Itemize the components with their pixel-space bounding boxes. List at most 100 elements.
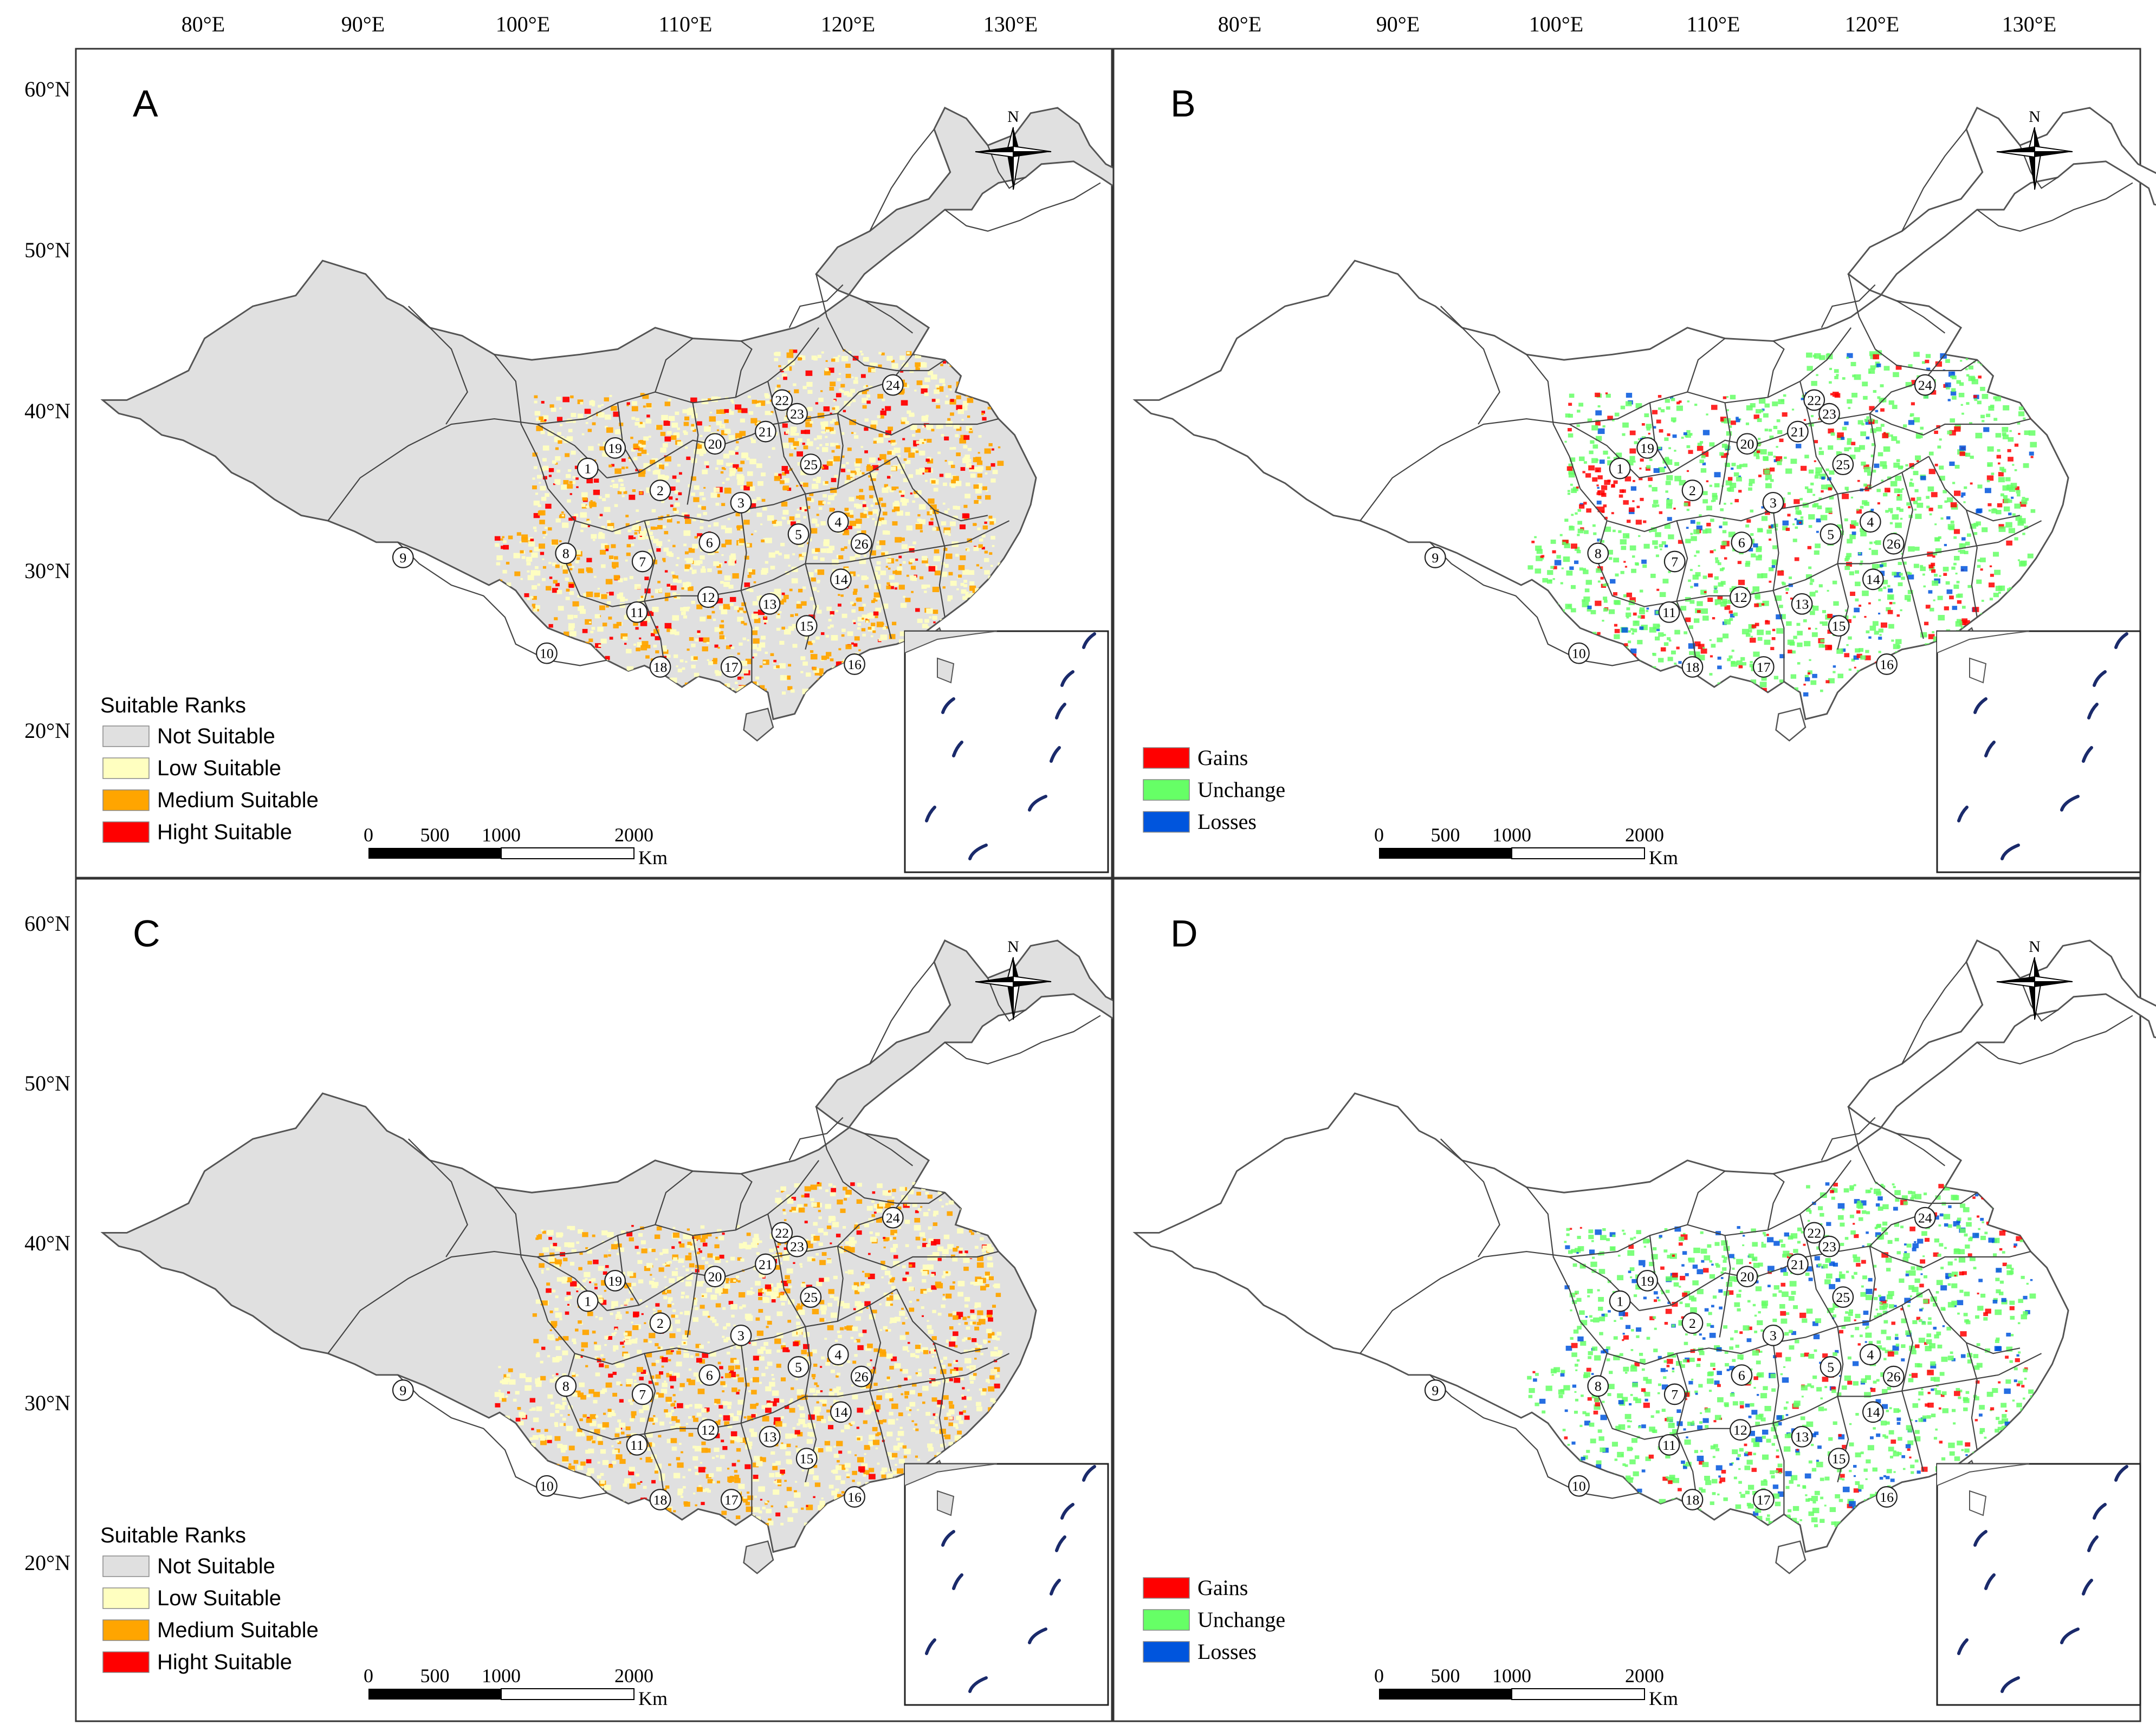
scale-tick: 1000 — [1492, 1665, 1531, 1687]
legend: Gains Unchange Losses — [1143, 745, 1285, 834]
province-number: 18 — [653, 659, 668, 675]
province-label-circle — [882, 374, 904, 396]
province-number: 19 — [1640, 440, 1654, 456]
province-label-circle — [631, 1383, 653, 1405]
nine-dash-segment — [2093, 670, 2107, 687]
province-label-circle — [830, 1401, 852, 1423]
province-label: 9 — [392, 547, 414, 568]
province-label: 4 — [1859, 511, 1881, 533]
province-label: 17 — [720, 1489, 742, 1510]
lat-label: 20°N — [24, 718, 70, 743]
province-label-circle — [704, 1266, 726, 1288]
province-label: 6 — [698, 531, 721, 553]
province-number: 16 — [1880, 657, 1894, 672]
legend-swatch — [1143, 1609, 1190, 1631]
province-number: 14 — [834, 1404, 848, 1420]
province-label-circle — [631, 550, 653, 573]
province-number: 9 — [1432, 1383, 1439, 1398]
nine-dash-segment — [1050, 1579, 1061, 1596]
nine-dash-segment — [1028, 1627, 1047, 1644]
province-label-circle — [1762, 491, 1784, 514]
nine-dash-segment — [1082, 632, 1096, 649]
province-label: 5 — [787, 523, 810, 545]
province-number: 5 — [795, 1359, 802, 1375]
lat-label: 30°N — [24, 559, 70, 583]
scale-tick: 0 — [1374, 824, 1384, 846]
province-number: 12 — [701, 1422, 715, 1438]
province-number: 21 — [759, 424, 773, 439]
legend-swatch — [1143, 747, 1190, 769]
lat-label: 60°N — [24, 77, 70, 101]
legend-swatch — [1143, 779, 1190, 801]
province-number: 20 — [708, 1269, 722, 1285]
province-label-circle — [795, 615, 818, 637]
province-label: 8 — [555, 1375, 577, 1397]
province-boundary — [788, 1117, 844, 1161]
province-label-circle — [844, 1486, 865, 1508]
province-number: 3 — [737, 495, 744, 511]
province-label: 7 — [631, 550, 653, 573]
nine-dash-segment — [2060, 1627, 2080, 1644]
province-boundary — [1767, 340, 1785, 398]
province-boundary — [1440, 306, 1500, 425]
province-label: 20 — [1736, 433, 1758, 455]
province-label: 16 — [844, 653, 865, 675]
province-label: 10 — [536, 1475, 558, 1497]
scale-tick: 1000 — [482, 1665, 521, 1687]
lon-label: 100°E — [1529, 12, 1583, 36]
nine-dash-segment — [1973, 697, 1987, 714]
province-label: 10 — [1568, 1475, 1590, 1497]
province-boundary — [687, 1235, 699, 1338]
province-boundary — [1429, 542, 1640, 666]
province-label: 25 — [1832, 453, 1854, 476]
province-label: 18 — [1681, 1489, 1704, 1510]
province-label: 22 — [771, 389, 793, 411]
province-label: 1 — [1609, 457, 1631, 479]
province-boundary — [494, 1186, 549, 1322]
province-label: 17 — [1752, 656, 1775, 678]
province-boundary — [537, 1160, 820, 1258]
province-label-circle — [795, 1448, 818, 1470]
north-arrow: N — [975, 108, 1052, 190]
province-boundary — [655, 338, 694, 392]
province-number: 22 — [1807, 392, 1821, 408]
province-boundary — [987, 145, 1026, 189]
province-label-circle — [577, 457, 599, 479]
province-label-circle — [1681, 656, 1704, 678]
nine-dash-segment — [1984, 1573, 1996, 1590]
province-number: 6 — [1738, 1367, 1745, 1383]
province-number: 4 — [1867, 514, 1874, 530]
province-label: 19 — [604, 1269, 626, 1292]
province-boundary — [740, 1343, 753, 1515]
province-label: 13 — [759, 1425, 781, 1448]
province-boundary — [1429, 1374, 1640, 1499]
province-number: 14 — [834, 572, 848, 587]
province-number: 16 — [847, 657, 862, 672]
province-label-circle — [1636, 437, 1659, 459]
province-number: 19 — [1640, 1273, 1654, 1289]
province-number: 4 — [834, 514, 841, 530]
province-boundary — [1526, 1186, 1581, 1322]
lat-label: 60°N — [24, 911, 70, 936]
province-label-circle — [850, 1365, 872, 1387]
province-boundary — [1440, 1138, 1500, 1257]
province-label: 1 — [1609, 1290, 1631, 1312]
province-label: 15 — [1828, 615, 1850, 637]
nine-dash-segment — [941, 1530, 955, 1547]
scale-tick: 500 — [420, 1665, 450, 1687]
legend-label: Losses — [1197, 809, 1257, 834]
province-number: 23 — [1822, 406, 1836, 422]
nine-dash-segment — [2000, 1676, 2020, 1693]
province-label-circle — [1828, 615, 1850, 637]
north-arrow: N — [1996, 108, 2073, 190]
province-boundary — [644, 1353, 667, 1509]
province-label: 19 — [604, 437, 626, 459]
province-boundary — [1965, 510, 1978, 618]
lon-label: 110°E — [659, 12, 713, 36]
province-number: 22 — [775, 1225, 789, 1241]
province-boundary — [1977, 1015, 2133, 1065]
province-label-circle — [1658, 1434, 1680, 1456]
province-label-circle — [759, 593, 781, 615]
nine-dash-segment — [1984, 741, 1996, 757]
province-label: 8 — [555, 542, 577, 565]
